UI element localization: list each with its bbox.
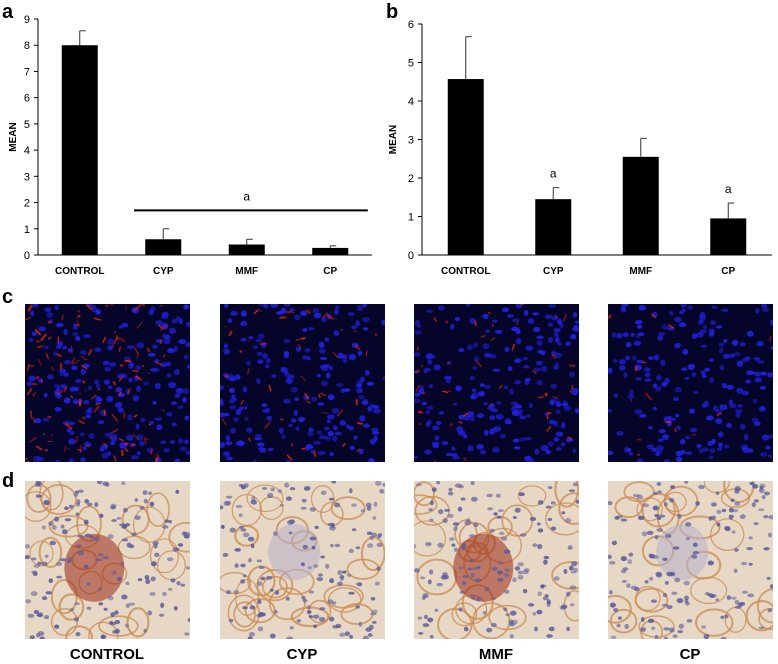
ihc-picture <box>220 481 385 639</box>
x-tick-label-cp: CP <box>323 266 337 277</box>
significance-marker-cyp: a <box>550 167 557 181</box>
ihc-picture <box>608 481 773 639</box>
y-tick-label: 2 <box>24 198 30 210</box>
fluorescence-image-control <box>25 304 190 462</box>
bar-cyp <box>535 199 572 255</box>
panel-letter-a: a <box>2 1 14 23</box>
x-tick-label-cyp: CYP <box>543 266 564 277</box>
ihc-picture <box>25 481 190 639</box>
panel-letter-d: d <box>2 470 15 492</box>
y-tick-label: 2 <box>408 173 414 185</box>
cell-nuclei <box>220 304 385 462</box>
cell-nuclei <box>25 481 190 639</box>
cell-nuclei <box>414 481 579 639</box>
y-tick-label: 1 <box>24 224 30 236</box>
cell-nuclei <box>414 304 579 462</box>
red-staining <box>608 313 772 456</box>
bar-chart-b: 0 1 2 3 4 5 6 MEAN CONTROL CYP MMF CP a a <box>388 19 772 277</box>
panel-letter-c: c <box>2 286 14 308</box>
fluorescence-image-cyp <box>220 304 385 462</box>
y-axis-label: MEAN <box>388 125 399 154</box>
x-tick-label-mmf: MMF <box>235 266 258 277</box>
glomerulus-stain <box>453 533 514 602</box>
y-tick-label: 0 <box>408 250 414 262</box>
panel-letter-b: b <box>386 1 399 23</box>
bar-mmf <box>622 156 659 255</box>
glomerulus <box>268 524 321 581</box>
bar-cp <box>710 218 747 255</box>
ihc-image-cp <box>608 481 773 639</box>
bar-control <box>61 45 98 255</box>
ihc-label-cyp: CYP <box>286 646 318 663</box>
x-tick-label-control: CONTROL <box>55 266 104 277</box>
y-tick-label: 0 <box>24 250 30 262</box>
x-tick-label-control: CONTROL <box>441 266 490 277</box>
y-tick-label: 3 <box>408 135 414 147</box>
y-tick-label: 1 <box>408 212 414 224</box>
red-staining <box>25 304 168 462</box>
glomerulus-stain <box>64 533 125 602</box>
y-tick-label: 3 <box>24 171 30 183</box>
y-tick-label: 4 <box>408 96 414 108</box>
y-tick-label: 4 <box>24 145 30 157</box>
red-staining <box>415 304 576 462</box>
x-tick-label-cyp: CYP <box>153 266 174 277</box>
y-tick-label: 5 <box>408 58 414 70</box>
ihc-image-control <box>25 481 190 639</box>
ihc-label-control: CONTROL <box>69 646 145 663</box>
y-axis-label: MEAN <box>8 122 19 151</box>
bar-control <box>447 79 484 256</box>
significance-marker-cp: a <box>725 182 732 196</box>
ihc-picture <box>414 481 579 639</box>
fluorescence-image-mmf <box>414 304 579 462</box>
y-tick-label: 5 <box>24 119 30 131</box>
bar-cyp <box>145 239 182 255</box>
fluorescence-picture <box>414 304 579 462</box>
bar-mmf <box>228 244 265 255</box>
fluorescence-picture <box>608 304 773 462</box>
ihc-label-cp: CP <box>679 646 701 663</box>
y-tick-label: 7 <box>24 66 30 78</box>
y-tick-label: 9 <box>24 14 30 26</box>
glomerulus <box>656 524 709 581</box>
red-staining <box>221 309 379 461</box>
cell-nuclei <box>608 304 773 462</box>
y-tick-label: 8 <box>24 40 30 52</box>
ihc-label-mmf: MMF <box>478 646 514 663</box>
y-tick-label: 6 <box>408 19 414 31</box>
fluorescence-image-cp <box>608 304 773 462</box>
cell-nuclei <box>608 481 773 639</box>
cell-nuclei <box>220 481 385 639</box>
ihc-image-mmf <box>414 481 579 639</box>
significance-marker: a <box>243 189 250 203</box>
fluorescence-picture <box>220 304 385 462</box>
x-tick-label-mmf: MMF <box>629 266 652 277</box>
ihc-image-cyp <box>220 481 385 639</box>
x-tick-label-cp: CP <box>721 266 735 277</box>
bar-cp <box>312 247 349 255</box>
bar-chart-a: 0 1 2 3 4 5 6 7 8 9 MEAN CONTROL CYP MMF CP a <box>8 14 372 277</box>
fluorescence-picture <box>25 304 190 462</box>
y-tick-label: 6 <box>24 93 30 105</box>
